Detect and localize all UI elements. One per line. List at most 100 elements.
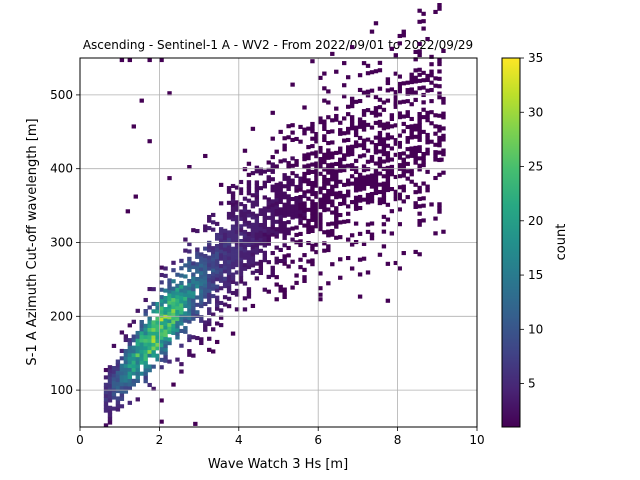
heatmap-cell xyxy=(167,289,172,294)
heatmap-cell xyxy=(266,226,271,231)
heatmap-cell xyxy=(203,327,208,332)
heatmap-cell xyxy=(214,251,220,256)
heatmap-cell xyxy=(222,232,228,237)
heatmap-cell xyxy=(421,155,426,160)
heatmap-cell xyxy=(135,338,140,343)
heatmap-cell xyxy=(218,275,224,280)
heatmap-cell xyxy=(306,259,311,264)
heatmap-cell xyxy=(310,151,315,156)
heatmap-cell xyxy=(282,294,287,299)
heatmap-cell xyxy=(409,153,414,158)
heatmap-cell xyxy=(393,189,398,194)
heatmap-cell xyxy=(167,341,172,346)
heatmap-cell xyxy=(163,321,168,326)
heatmap-cell xyxy=(345,219,351,224)
heatmap-cell xyxy=(302,212,307,217)
heatmap-cell xyxy=(258,241,264,246)
heatmap-cell xyxy=(115,396,121,401)
heatmap-cell xyxy=(159,328,164,333)
heatmap-cell xyxy=(191,261,196,266)
heatmap-cell xyxy=(397,192,402,197)
heatmap-cell xyxy=(226,248,232,253)
heatmap-cell xyxy=(437,143,442,148)
heatmap-cell xyxy=(342,157,347,162)
heatmap-cell xyxy=(334,176,339,181)
heatmap-cell xyxy=(286,175,291,180)
heatmap-cell xyxy=(199,289,204,294)
heatmap-cell xyxy=(246,183,252,188)
heatmap-cell xyxy=(135,378,140,383)
heatmap-cell xyxy=(218,201,224,206)
heatmap-cell xyxy=(107,409,113,414)
heatmap-cell xyxy=(127,345,133,350)
heatmap-cell xyxy=(338,146,343,151)
heatmap-cell xyxy=(377,119,383,124)
heatmap-cell xyxy=(246,261,252,266)
heatmap-cell xyxy=(211,268,216,273)
heatmap-cell xyxy=(270,155,275,160)
heatmap-cell xyxy=(207,288,212,293)
heatmap-cell xyxy=(357,143,363,148)
heatmap-cell xyxy=(242,204,248,209)
heatmap-cell xyxy=(238,253,244,258)
heatmap-cell xyxy=(171,260,176,265)
heatmap-cell xyxy=(135,330,140,336)
heatmap-cell xyxy=(163,336,168,341)
heatmap-cell xyxy=(167,311,172,316)
heatmap-cell xyxy=(441,148,446,153)
heatmap-cell xyxy=(365,181,371,186)
heatmap-cell xyxy=(385,173,391,178)
heatmap-cell xyxy=(357,124,363,129)
heatmap-cell xyxy=(338,168,343,173)
heatmap-cell xyxy=(342,138,347,143)
heatmap-cell xyxy=(159,339,164,344)
heatmap-cell xyxy=(151,342,156,347)
heatmap-cell xyxy=(330,232,335,237)
heatmap-cell xyxy=(147,346,152,351)
heatmap-cell xyxy=(258,248,264,253)
heatmap-cell xyxy=(437,113,442,118)
heatmap-cell xyxy=(318,149,323,154)
heatmap-cell xyxy=(302,205,307,210)
heatmap-cell xyxy=(381,229,387,234)
heatmap-cell xyxy=(179,317,184,322)
heatmap-cell xyxy=(365,71,371,76)
heatmap-cell xyxy=(290,182,295,187)
heatmap-cell xyxy=(234,259,240,264)
heatmap-cell xyxy=(147,139,152,144)
heatmap-cell xyxy=(151,346,156,351)
heatmap-cell xyxy=(175,313,180,318)
heatmap-cell xyxy=(298,124,303,129)
heatmap-cell xyxy=(135,367,140,372)
heatmap-cell xyxy=(322,174,327,179)
heatmap-cell xyxy=(195,265,200,270)
heatmap-cell xyxy=(353,221,359,226)
heatmap-cell xyxy=(151,324,156,329)
heatmap-cell xyxy=(290,196,295,202)
heatmap-cell xyxy=(278,247,283,252)
heatmap-cell xyxy=(318,157,323,162)
heatmap-cell xyxy=(330,155,335,160)
heatmap-cell xyxy=(330,173,335,178)
heatmap-cell xyxy=(381,181,387,186)
heatmap-cell xyxy=(401,121,406,126)
heatmap-cell xyxy=(385,176,391,182)
heatmap-cell xyxy=(207,292,212,297)
heatmap-cell xyxy=(298,187,303,192)
heatmap-cell xyxy=(242,215,248,220)
heatmap-cells xyxy=(103,3,446,428)
heatmap-cell xyxy=(361,175,367,180)
heatmap-cell xyxy=(282,243,287,248)
heatmap-cell xyxy=(278,159,283,164)
heatmap-cell xyxy=(441,152,446,157)
heatmap-cell xyxy=(401,151,406,156)
heatmap-cell xyxy=(409,80,414,85)
heatmap-cell xyxy=(405,80,410,85)
heatmap-cell xyxy=(115,381,121,386)
heatmap-cell xyxy=(353,169,359,174)
heatmap-cell xyxy=(222,276,228,281)
heatmap-cell xyxy=(318,219,323,224)
heatmap-cell xyxy=(322,248,327,253)
heatmap-cell xyxy=(218,278,224,283)
heatmap-cell xyxy=(401,129,406,134)
